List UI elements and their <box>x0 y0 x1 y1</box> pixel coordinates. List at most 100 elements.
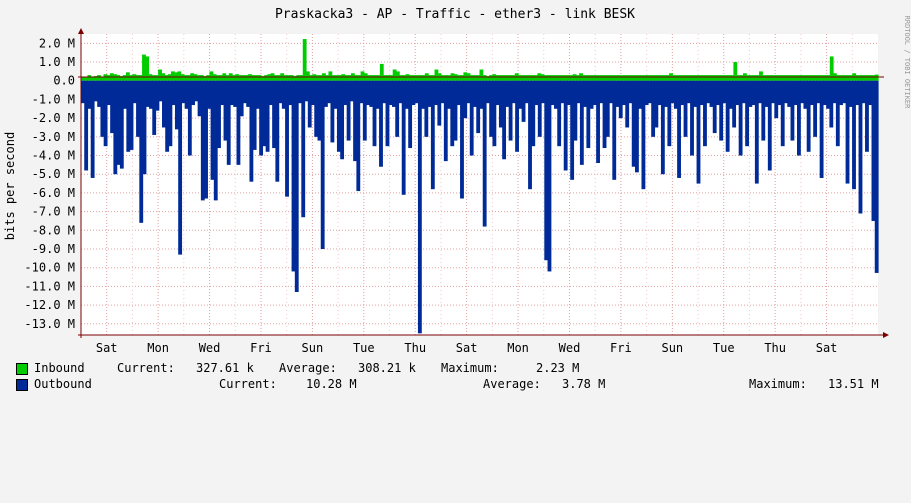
outbound-bar <box>479 80 484 109</box>
outbound-bar <box>683 80 688 137</box>
outbound-bar <box>210 80 215 180</box>
outbound-bar <box>722 80 727 104</box>
outbound-bar <box>330 80 335 143</box>
x-tick-label: Fri <box>610 341 632 355</box>
inbound-bar <box>428 75 432 81</box>
x-axis-arrow-icon <box>883 332 889 338</box>
inbound-bar <box>489 75 493 81</box>
inbound-bar <box>177 71 182 81</box>
outbound-bar <box>852 80 856 190</box>
inbound-bar <box>444 75 448 81</box>
outbound-bar <box>233 80 238 107</box>
y-axis-arrow-icon <box>78 28 84 34</box>
outbound-bar <box>537 80 542 137</box>
outbound-bar <box>547 80 552 272</box>
outbound-bar <box>220 80 225 106</box>
inbound-bar <box>534 75 538 81</box>
outbound-bar <box>171 80 176 106</box>
outbound-bar <box>434 80 438 106</box>
outbound-bar <box>741 80 746 104</box>
outbound-bar <box>456 80 461 106</box>
inbound-bar <box>100 77 105 81</box>
inbound-label: Inbound <box>34 361 85 375</box>
inbound-bar <box>784 75 789 81</box>
outbound-bar <box>822 80 827 106</box>
outbound-bar <box>116 80 121 165</box>
outbound-bar <box>690 80 694 156</box>
outbound-bar <box>541 80 545 104</box>
inbound-bar <box>611 75 616 81</box>
outbound-bar <box>573 80 578 141</box>
inbound-bar <box>836 75 841 81</box>
outbound-bar <box>677 80 681 178</box>
outbound-bar <box>641 80 646 190</box>
x-tick-label: Sun <box>302 341 324 355</box>
inbound-bar <box>685 75 689 81</box>
inbound-bar <box>643 75 648 81</box>
outbound-bar <box>311 80 315 106</box>
inbound-bar <box>755 75 760 81</box>
outbound-bar <box>473 80 477 107</box>
inbound-bar <box>260 76 265 81</box>
inbound-bar <box>608 75 612 81</box>
outbound-bar <box>103 80 108 147</box>
inbound-bar <box>675 75 680 81</box>
outbound-swatch <box>16 379 28 391</box>
outbound-bar <box>317 80 322 141</box>
outbound-bar <box>793 80 798 106</box>
outbound-bar <box>667 80 672 147</box>
outbound-bar <box>784 80 788 104</box>
inbound-bar <box>238 75 243 81</box>
outbound-bar <box>712 80 717 134</box>
inbound-bar <box>395 71 400 81</box>
inbound-bar <box>788 75 792 81</box>
outbound-bar <box>158 80 163 102</box>
outbound-bar <box>809 80 814 106</box>
outbound-bar <box>392 80 396 107</box>
inbound-bar <box>273 75 278 81</box>
outbound-bar <box>356 80 361 192</box>
inbound-bar <box>858 75 863 81</box>
inbound-bar <box>816 75 821 81</box>
outbound-bar <box>443 80 448 162</box>
outbound-bar <box>333 80 338 109</box>
outbound-bar <box>842 80 847 104</box>
inbound-bar <box>636 75 641 81</box>
outbound-bar <box>349 80 354 102</box>
outbound-bar <box>583 80 588 107</box>
inbound-bar <box>187 75 191 81</box>
inbound-bar <box>164 75 169 81</box>
outbound-bar <box>200 80 205 201</box>
outbound-bar <box>719 80 724 141</box>
outbound-bar <box>586 80 591 149</box>
outbound-bar <box>152 80 157 135</box>
outbound-bar <box>106 80 111 106</box>
inbound-bar <box>771 75 776 81</box>
outbound-bar <box>693 80 698 107</box>
inbound-bar <box>624 75 628 81</box>
inbound-bar <box>810 75 815 81</box>
inbound-bar <box>681 75 686 81</box>
inbound-bar <box>559 75 564 81</box>
inbound-bar <box>717 75 722 81</box>
inbound-bar <box>585 75 590 81</box>
outbound-bar <box>340 80 345 160</box>
inbound-bar <box>392 69 397 81</box>
inbound-bar <box>546 75 551 81</box>
outbound-bar <box>709 80 714 107</box>
outbound-bar <box>453 80 458 141</box>
outbound-bar <box>703 80 707 147</box>
outbound-bar <box>181 80 186 104</box>
outbound-bar <box>570 80 575 180</box>
outbound-bar <box>421 80 426 109</box>
outbound-bar <box>592 80 597 106</box>
inbound-bar <box>733 62 738 81</box>
inbound-bar <box>93 76 98 81</box>
outbound-bar <box>291 80 296 272</box>
outbound-bar <box>771 80 775 104</box>
outbound-bar <box>531 80 536 147</box>
outbound-bar <box>414 80 419 104</box>
inbound-bar <box>508 75 513 81</box>
chart-title: Praskacka3 - AP - Traffic - ether3 - lin… <box>275 7 635 22</box>
outbound-bar <box>625 80 630 128</box>
